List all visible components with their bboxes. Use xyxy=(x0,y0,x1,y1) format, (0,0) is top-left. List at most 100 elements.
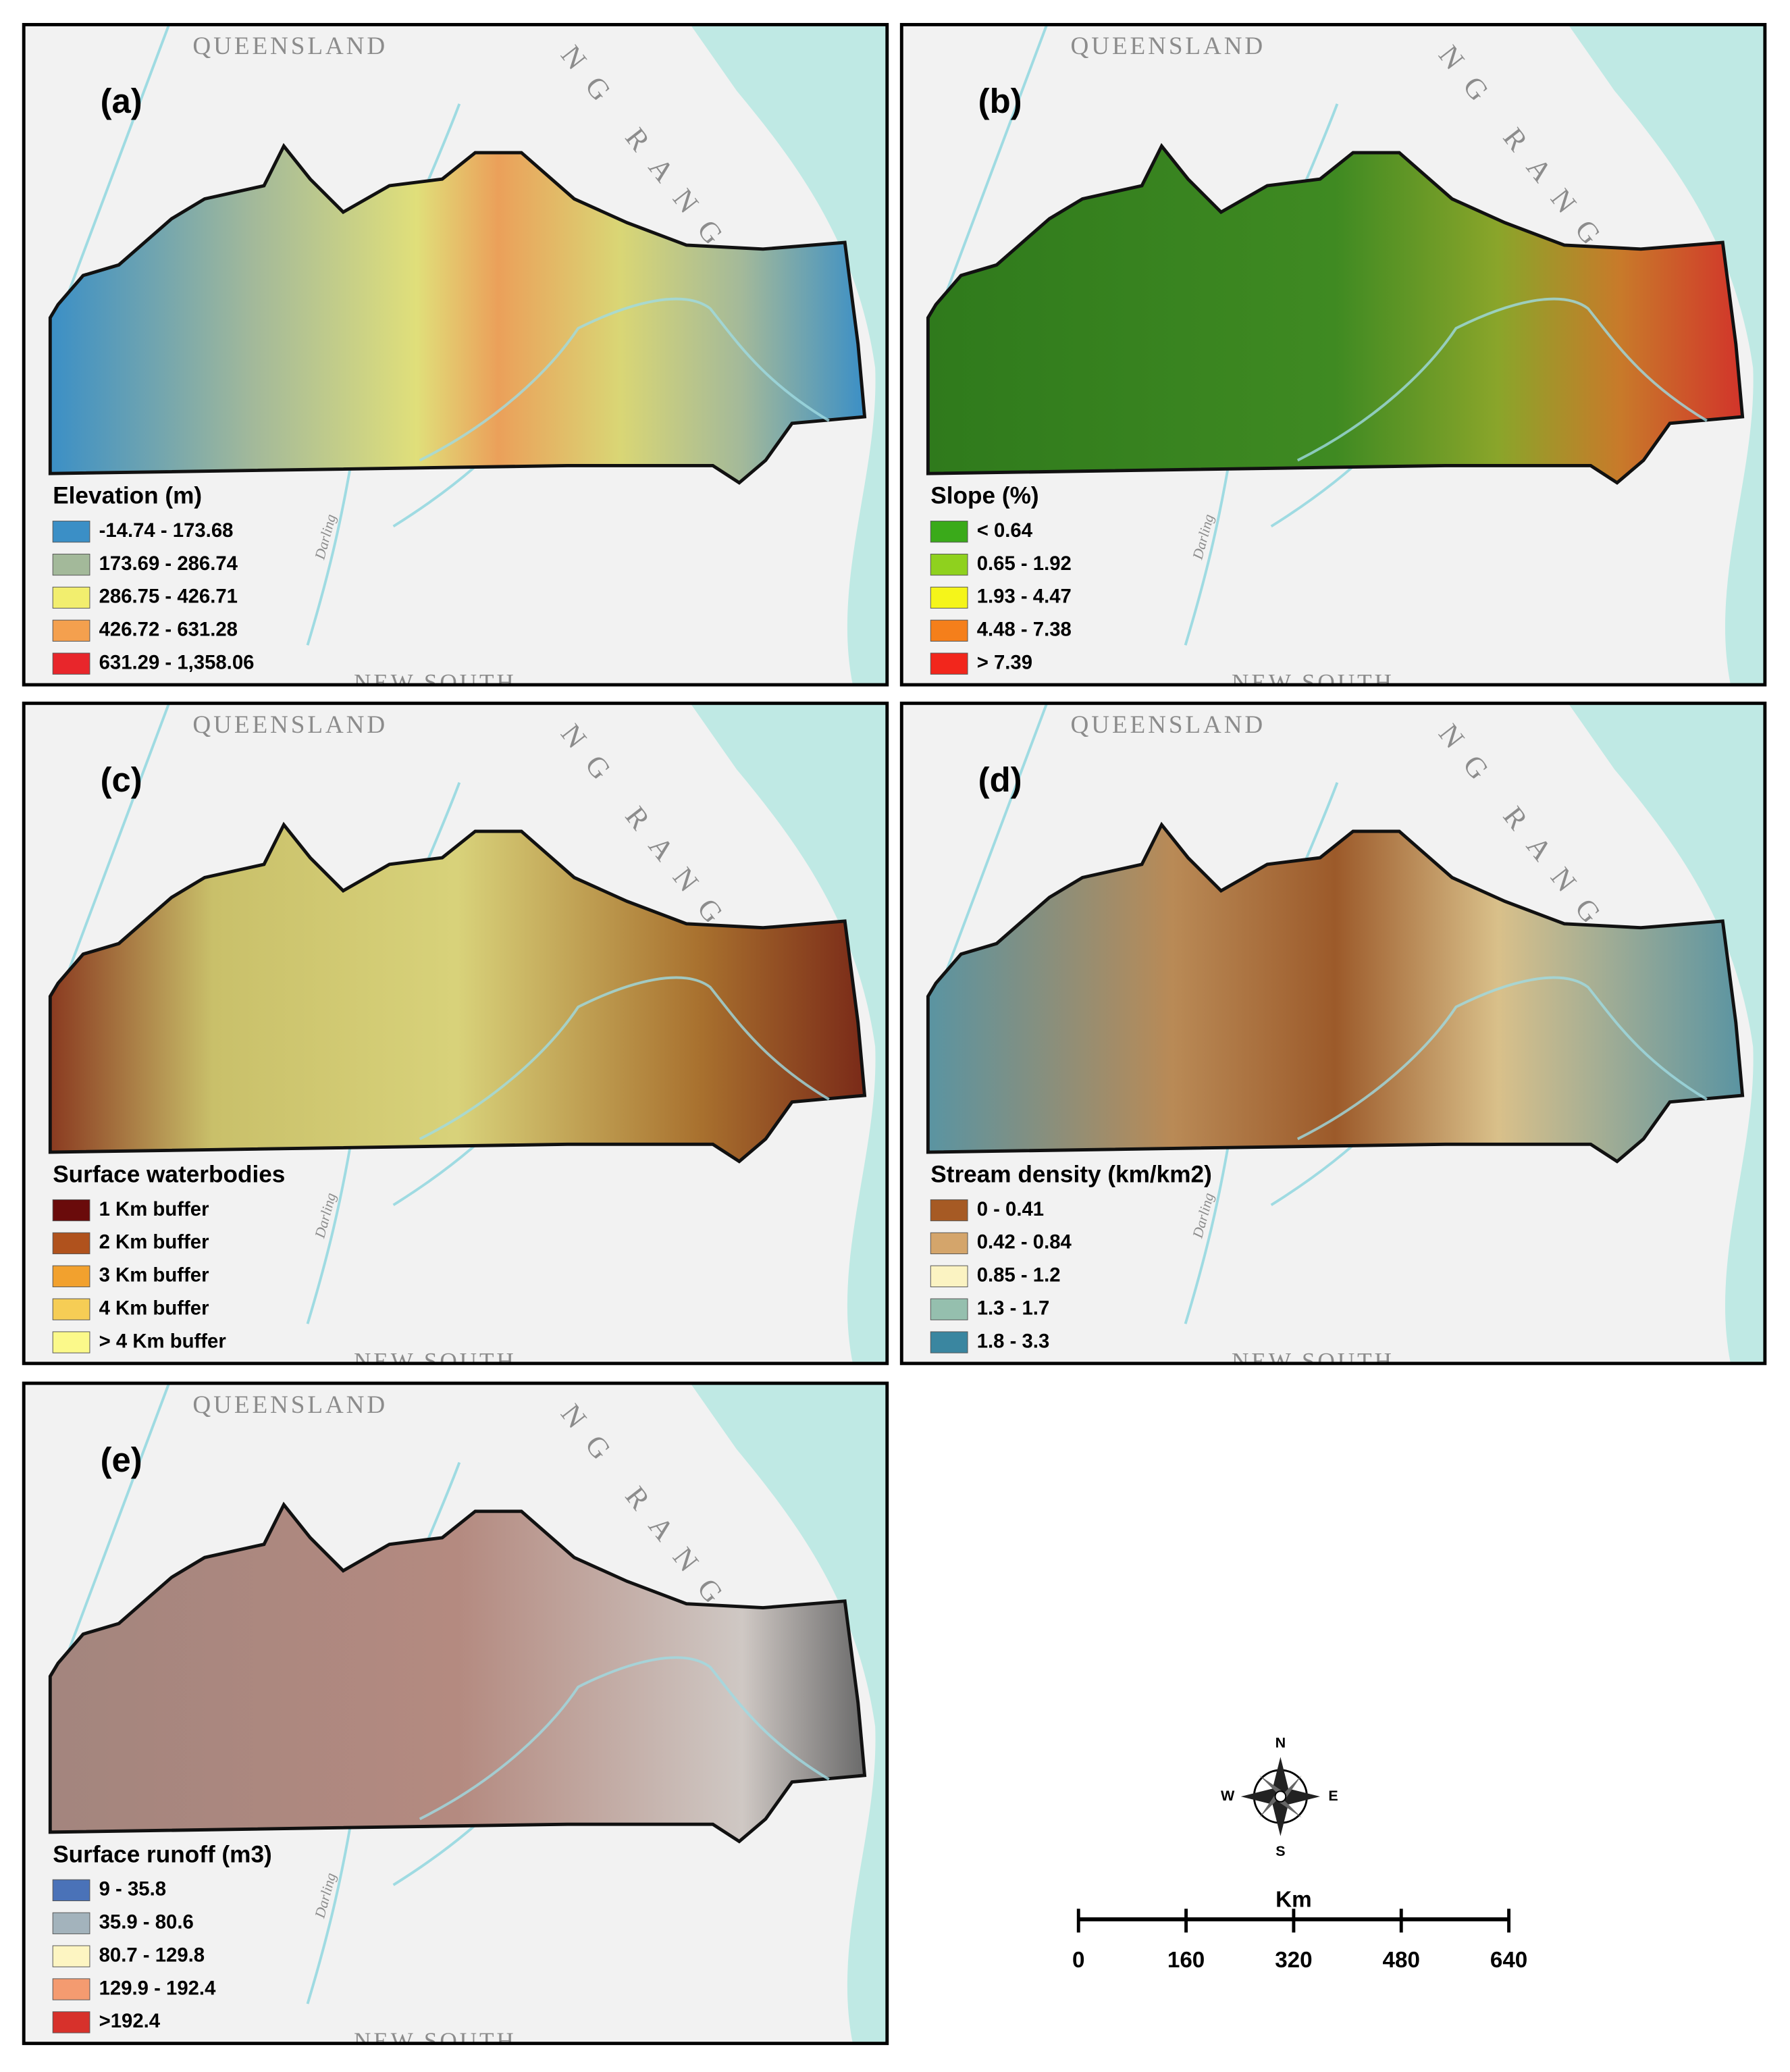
region xyxy=(48,821,867,1164)
state-label: QUEENSLAND xyxy=(192,711,388,739)
region xyxy=(926,821,1745,1164)
panel-label: (e) xyxy=(101,1441,142,1479)
panel-border xyxy=(22,701,889,1366)
legend-swatch xyxy=(52,1978,90,2000)
scale-unit: Km xyxy=(1275,1887,1312,1912)
legend-label: 3 Km buffer xyxy=(99,1264,209,1287)
legend-swatch xyxy=(930,1265,968,1287)
compass-letter: W xyxy=(1221,1788,1235,1804)
legend-label: > 4 Km buffer xyxy=(99,1330,226,1352)
legend-swatch xyxy=(52,1331,90,1353)
compass-center xyxy=(1274,1790,1287,1803)
panel-label: (c) xyxy=(101,760,142,799)
legend-swatch xyxy=(930,1199,968,1222)
legend-label: 426.72 - 631.28 xyxy=(99,619,238,641)
legend-swatch xyxy=(52,619,90,642)
legend-swatch xyxy=(52,1298,90,1320)
legend-title: Surface runoff (m3) xyxy=(53,1841,272,1867)
river xyxy=(1296,297,1708,462)
scale-tick-label: 480 xyxy=(1383,1948,1420,1973)
panel-border xyxy=(899,701,1767,1366)
legend-label: 9 - 35.8 xyxy=(99,1878,166,1900)
legend-swatch xyxy=(52,1265,90,1287)
panel-border xyxy=(899,23,1767,687)
legend-label: > 7.39 xyxy=(977,651,1032,673)
legend-label: 1 Km buffer xyxy=(99,1198,209,1220)
river xyxy=(419,976,830,1141)
legend-swatch xyxy=(52,1945,90,1967)
sea xyxy=(690,24,887,685)
legend-swatch xyxy=(52,1199,90,1222)
compass-letter: S xyxy=(1275,1843,1285,1859)
legend-swatch xyxy=(52,1912,90,1934)
panel-border xyxy=(22,23,889,687)
sea xyxy=(690,703,887,1364)
panel-label: (a) xyxy=(101,82,142,120)
legend-label: 4 Km buffer xyxy=(99,1297,209,1319)
compass: N S E W xyxy=(1221,1735,1338,1859)
state-label: QUEENSLAND xyxy=(1071,32,1266,60)
legend-swatch xyxy=(930,619,968,642)
legend-swatch xyxy=(52,2011,90,2034)
legend-label: 35.9 - 80.6 xyxy=(99,1911,194,1934)
sea xyxy=(1568,703,1765,1364)
compass-letter: N xyxy=(1275,1735,1286,1751)
legend-title: Surface waterbodies xyxy=(53,1162,285,1188)
legend-label: 286.75 - 426.71 xyxy=(99,586,238,608)
panel-label: (b) xyxy=(978,82,1022,120)
legend-label: 631.29 - 1,358.06 xyxy=(99,651,255,673)
legend-label: 0.85 - 1.2 xyxy=(977,1264,1061,1287)
state-label: NEW SOUTH xyxy=(1232,669,1394,696)
legend-swatch xyxy=(930,1232,968,1255)
legend-label: 0.42 - 0.84 xyxy=(977,1231,1072,1253)
state-label: NEW SOUTH xyxy=(354,669,517,696)
legend-swatch xyxy=(52,553,90,576)
state-label: QUEENSLAND xyxy=(1071,711,1266,739)
legend-swatch xyxy=(52,521,90,543)
legend-swatch xyxy=(52,586,90,609)
legend-label: 173.69 - 286.74 xyxy=(99,552,238,575)
legend-label: 1.8 - 3.3 xyxy=(977,1330,1050,1352)
state-label: QUEENSLAND xyxy=(192,1391,388,1419)
state-label: NEW SOUTH xyxy=(1232,1348,1394,1374)
legend-swatch xyxy=(52,1232,90,1255)
scale-tick-label: 0 xyxy=(1072,1948,1084,1973)
river xyxy=(419,1656,830,1821)
legend-title: Elevation (m) xyxy=(53,483,202,509)
state-label: QUEENSLAND xyxy=(192,32,388,60)
scale-tick-label: 320 xyxy=(1275,1948,1312,1973)
scale-tick-label: 160 xyxy=(1167,1948,1205,1973)
legend-swatch xyxy=(930,553,968,576)
legend-label: -14.74 - 173.68 xyxy=(99,519,234,542)
legend-label: 1.3 - 1.7 xyxy=(977,1297,1050,1319)
region xyxy=(926,143,1745,485)
region xyxy=(48,143,867,485)
legend-swatch xyxy=(930,652,968,675)
state-label: NEW SOUTH xyxy=(354,1348,517,1374)
legend-label: >192.4 xyxy=(99,2010,161,2032)
legend-swatch xyxy=(52,652,90,675)
legend-title: Slope (%) xyxy=(930,483,1038,509)
legend-label: 4.48 - 7.38 xyxy=(977,619,1072,641)
legend-label: 0.65 - 1.92 xyxy=(977,552,1072,575)
legend-swatch xyxy=(930,1298,968,1320)
legend-swatch xyxy=(930,1331,968,1353)
river xyxy=(419,297,830,462)
legend-label: 2 Km buffer xyxy=(99,1231,209,1253)
legend-swatch xyxy=(52,1879,90,1902)
legend-swatch xyxy=(930,521,968,543)
sea xyxy=(1568,24,1765,685)
legend-swatch xyxy=(930,586,968,609)
region xyxy=(48,1501,867,1844)
